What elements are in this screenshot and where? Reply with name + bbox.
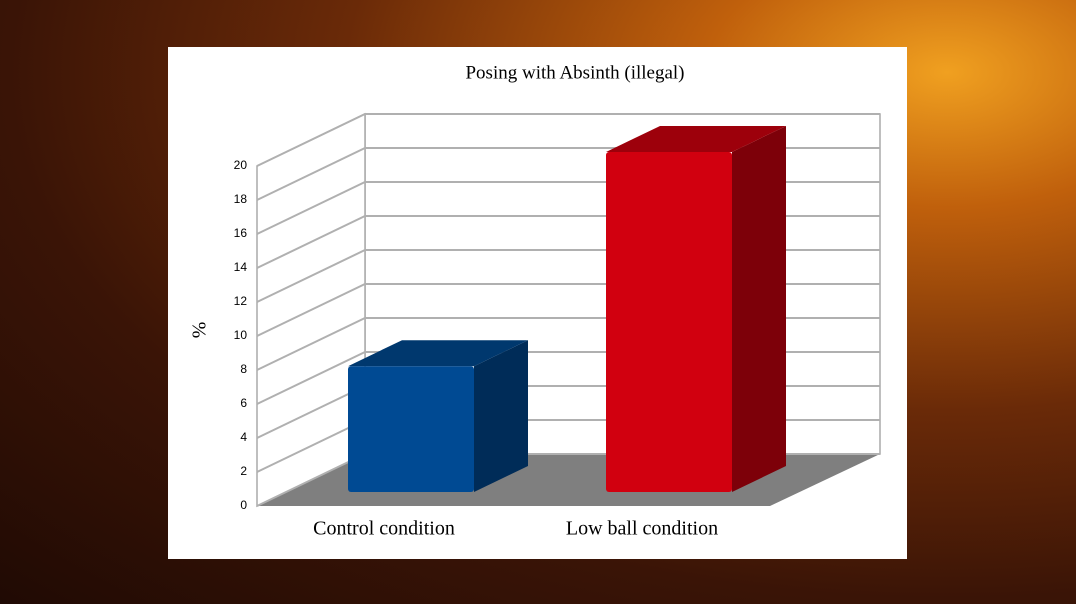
y-tick-label: 10: [234, 328, 248, 342]
bar-side: [732, 126, 786, 492]
y-tick-label: 4: [240, 430, 247, 444]
y-tick-label: 12: [234, 294, 248, 308]
y-tick-label: 0: [240, 498, 247, 512]
x-tick-label: Low ball condition: [566, 518, 718, 540]
y-tick-label: 18: [234, 192, 248, 206]
y-tick-label: 20: [234, 158, 248, 172]
bar-top: [606, 126, 786, 152]
y-tick-label: 8: [240, 362, 247, 376]
bar: [606, 152, 732, 492]
y-tick-label: 14: [234, 260, 248, 274]
chart-title: Posing with Absinth (illegal): [465, 62, 684, 83]
y-axis-label: %: [187, 322, 209, 339]
x-tick-label: Control condition: [313, 518, 455, 540]
bar-side: [474, 340, 528, 492]
y-tick-label: 16: [234, 226, 248, 240]
y-tick-label: 6: [240, 396, 247, 410]
bar: [348, 366, 474, 492]
bar-top: [348, 340, 528, 367]
grid-line: [256, 113, 880, 167]
y-tick-label: 2: [240, 464, 247, 478]
